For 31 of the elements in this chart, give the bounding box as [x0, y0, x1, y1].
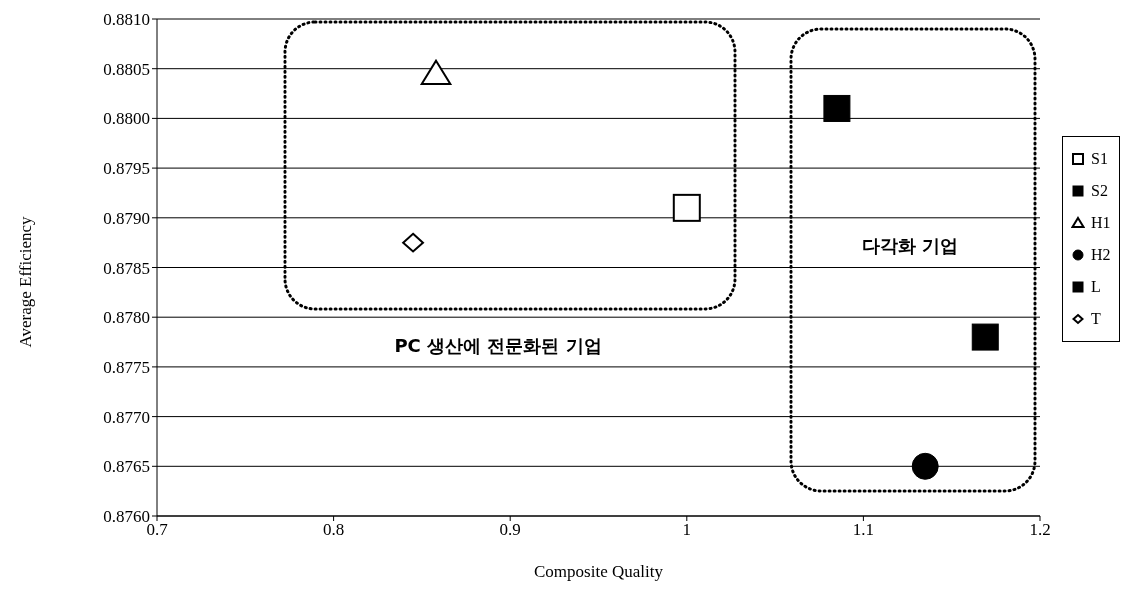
y-tick-label: 0.8780: [103, 308, 150, 328]
legend-label: T: [1091, 310, 1101, 328]
point: [911, 452, 939, 480]
y-tick-label: 0.8805: [103, 59, 150, 79]
y-axis-title: Average Efficiency: [16, 215, 36, 348]
y-tick-label: 0.8775: [103, 357, 150, 377]
x-tick-label: 0.8: [322, 520, 345, 540]
y-tick-label: 0.8765: [103, 457, 150, 477]
annotation: 다각화 기업: [861, 234, 959, 258]
legend-label: H2: [1091, 246, 1111, 264]
x-axis-title: Composite Quality: [534, 562, 664, 582]
legend-label: H1: [1091, 214, 1111, 232]
x-tick-label: 1: [682, 520, 692, 540]
y-tick-label: 0.8800: [103, 109, 150, 129]
point: [971, 323, 999, 351]
y-tick-label: 0.8795: [103, 159, 150, 179]
y-tick-label: 0.8785: [103, 258, 150, 278]
y-tick-label: 0.8790: [103, 208, 150, 228]
legend-label: L: [1091, 278, 1101, 296]
x-tick-label: 0.9: [499, 520, 521, 540]
point: [420, 59, 452, 86]
x-tick-label: 1.1: [852, 520, 875, 540]
point: [823, 94, 851, 122]
annotation: PC 생산에 전문화된 기업: [394, 334, 602, 358]
x-tick-label: 1.2: [1029, 520, 1051, 540]
point: [672, 193, 701, 222]
y-tick-label: 0.8770: [103, 407, 150, 427]
legend-label: S2: [1091, 182, 1108, 200]
legend-label: S1: [1091, 150, 1108, 168]
point: [402, 232, 424, 253]
y-tick-label: 0.8810: [103, 10, 150, 30]
